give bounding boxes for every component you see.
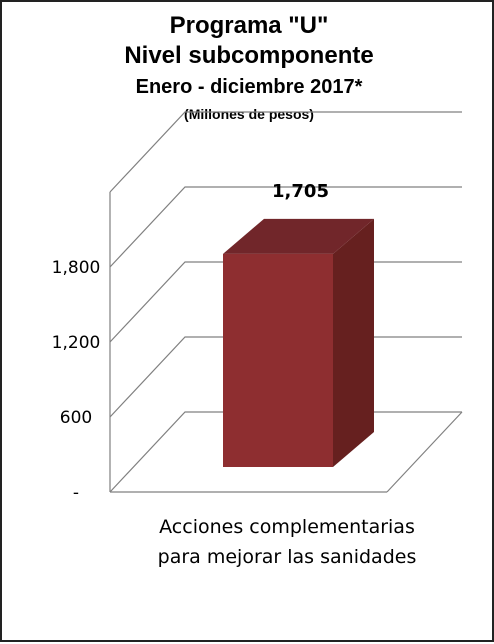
chart-title-line-3: Enero - diciembre 2017* — [135, 76, 363, 98]
y-tick-label: 1,200 — [52, 333, 101, 353]
chart-subtitle: (Millones de pesos) — [184, 106, 314, 122]
x-axis-category-label: Acciones complementarias para mejorar la… — [157, 516, 417, 568]
gridline-1800 — [109, 186, 462, 268]
bar-top-face — [223, 218, 374, 254]
chart-title-line-1: Programa "U" — [169, 12, 329, 39]
bar-front-face — [223, 253, 333, 467]
y-tick-label: 1,800 — [52, 258, 101, 278]
y-tick-label: 600 — [60, 408, 92, 428]
bar-side-face — [333, 218, 374, 467]
bar-data-label: 1,705 — [272, 181, 329, 202]
chart-title-line-2: Nivel subcomponente — [124, 42, 374, 69]
floor-right-edge — [386, 411, 463, 493]
y-tick-label: - — [73, 483, 79, 503]
gridline-top — [109, 111, 462, 193]
